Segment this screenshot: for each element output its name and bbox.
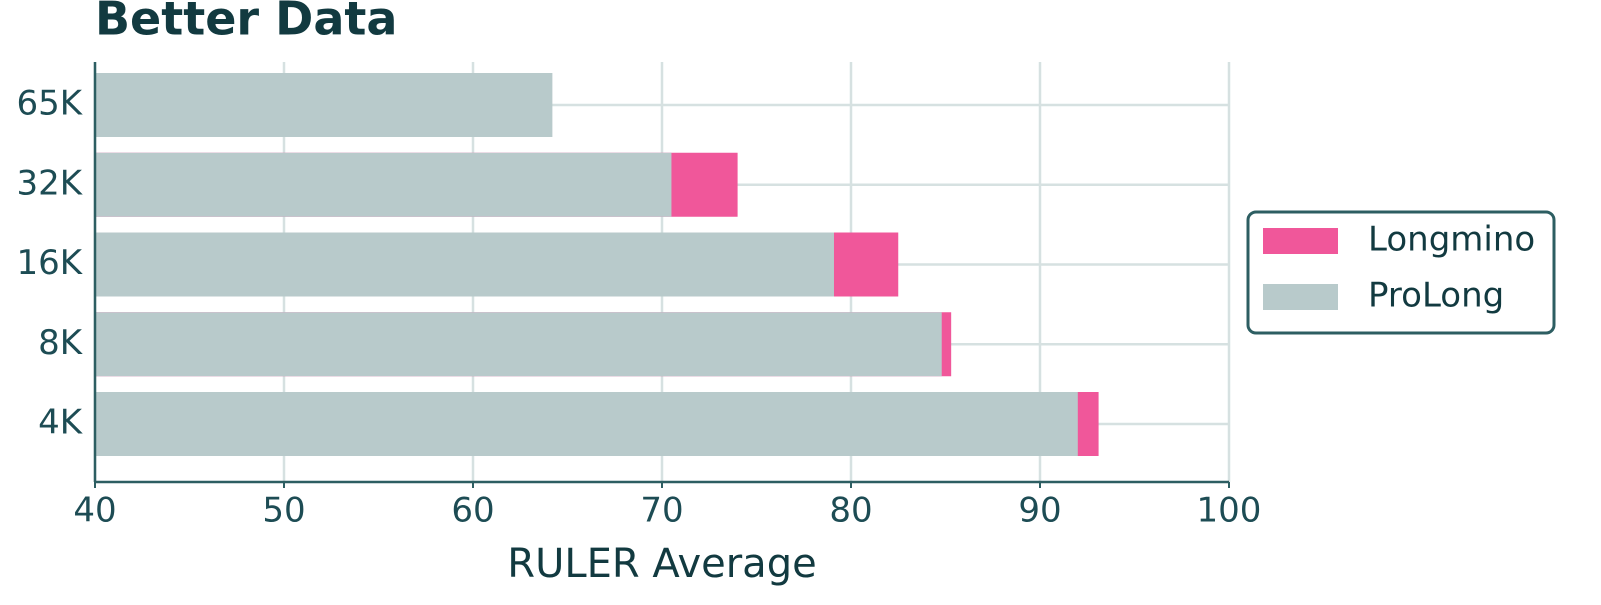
y-tick-label: 8K (38, 323, 84, 363)
legend-swatch (1263, 228, 1338, 254)
x-tick-label: 80 (829, 491, 872, 531)
y-tick-label: 32K (16, 163, 83, 203)
y-tick-label: 16K (16, 243, 83, 283)
x-axis-label: RULER Average (507, 541, 816, 587)
x-tick-label: 50 (262, 491, 305, 531)
x-tick-label: 60 (451, 491, 494, 531)
x-tick-label: 40 (73, 491, 116, 531)
x-tick-label: 90 (1018, 491, 1061, 531)
bar (95, 312, 942, 377)
legend-swatch (1263, 284, 1338, 310)
legend-label: ProLong (1368, 276, 1504, 316)
x-tick-label: 70 (640, 491, 683, 531)
x-tick-label: 100 (1197, 491, 1262, 531)
bar (95, 232, 834, 297)
legend-label: Longmino (1368, 220, 1535, 260)
y-tick-label: 65K (16, 84, 83, 124)
bar (95, 392, 1078, 456)
y-tick-label: 4K (38, 403, 84, 443)
bar (95, 152, 672, 217)
bar (95, 73, 553, 137)
chart-title: Better Data (95, 0, 397, 46)
